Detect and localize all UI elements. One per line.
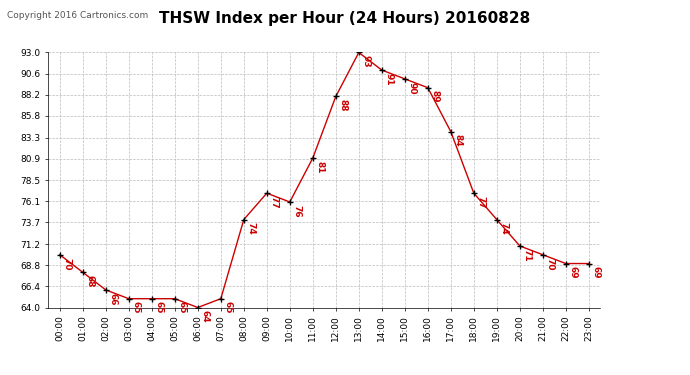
Text: 89: 89 (431, 90, 440, 103)
Text: 81: 81 (315, 161, 324, 173)
Text: 74: 74 (246, 222, 255, 235)
Text: 70: 70 (62, 258, 71, 270)
Text: 69: 69 (569, 266, 578, 279)
Text: 84: 84 (453, 134, 462, 147)
Text: 90: 90 (407, 82, 416, 94)
Text: 71: 71 (522, 249, 531, 261)
Text: 88: 88 (338, 99, 347, 112)
Text: 69: 69 (591, 266, 600, 279)
Text: 93: 93 (362, 55, 371, 68)
Text: 65: 65 (131, 302, 140, 314)
Text: 77: 77 (476, 196, 485, 209)
Text: 76: 76 (293, 205, 302, 218)
Text: THSW  (°F): THSW (°F) (540, 20, 599, 29)
Text: 65: 65 (177, 302, 186, 314)
Text: 65: 65 (155, 302, 164, 314)
Text: 66: 66 (108, 293, 117, 305)
Text: 74: 74 (500, 222, 509, 235)
Text: THSW Index per Hour (24 Hours) 20160828: THSW Index per Hour (24 Hours) 20160828 (159, 11, 531, 26)
Text: 64: 64 (200, 310, 209, 323)
Text: 70: 70 (545, 258, 554, 270)
Text: 91: 91 (384, 73, 393, 86)
Text: Copyright 2016 Cartronics.com: Copyright 2016 Cartronics.com (7, 11, 148, 20)
Text: 68: 68 (86, 275, 95, 288)
Text: 65: 65 (224, 302, 233, 314)
Text: 77: 77 (269, 196, 278, 209)
